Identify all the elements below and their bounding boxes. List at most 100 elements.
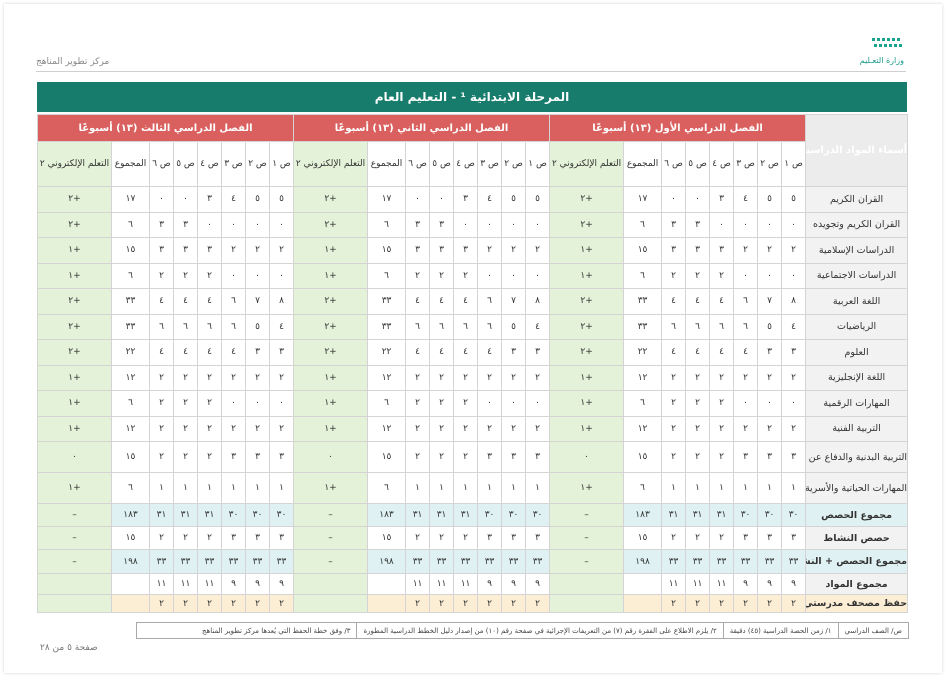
cell-s3-5: ١ <box>173 472 198 504</box>
cell-s2-7: ٦ <box>367 211 407 238</box>
cell-s2-2: ٢ <box>501 594 527 613</box>
cell-s1-5: ٢ <box>685 390 711 417</box>
table-row: التربية الفنية ٢ ٢ ٢ ٢ ٢ ٢ ١٢ +١ ٢ ٢ ٢ ٢ ٢ ٢ ١٢ +١ ٢ ٢ ٢ ٢ ٢ ٢… <box>37 415 909 442</box>
cell-s2-3: ٤ <box>477 186 503 213</box>
cell-s1-4: ٣ <box>709 186 735 213</box>
subjects-count-row: مجموع المواد ٩ ٩ ٩ ١١ ١١ ١١ ٩ ٩ ٩ ١١ ١١ ١١ ٩ ٩ ٩ ١١ ١١ ١١ <box>37 573 909 595</box>
cell-s3-1: ٠ <box>269 262 294 289</box>
cell-s1-4: ٢ <box>709 441 735 473</box>
cell-s1-7: ١٥ <box>623 237 663 264</box>
cell-s1-4: ٢ <box>709 364 735 391</box>
subject-name: المهارات الرقمية <box>805 390 909 417</box>
cell-s2-2: ١ <box>501 472 527 504</box>
cell-s2-3: ٢ <box>477 594 503 613</box>
cell-s3-2: ٣ <box>245 339 270 366</box>
cell-s3-8: +٢ <box>37 313 112 340</box>
cell-s1-1: ٣ <box>781 526 807 550</box>
cell-s2-2: ٩ <box>501 573 527 595</box>
cell-s3-7: ١٧ <box>111 186 150 213</box>
cell-s3-1: ٢ <box>269 594 294 613</box>
cell-s2-5: ٣ <box>429 211 455 238</box>
cell-s1-2: ٣ <box>757 339 783 366</box>
cell-s2-1: ٢ <box>525 594 551 613</box>
cell-s3-8: – <box>37 503 112 527</box>
col-header-s2-7: المجموع <box>367 141 407 187</box>
cell-s1-6: ٢ <box>661 364 687 391</box>
cell-s1-8: +١ <box>549 262 625 289</box>
cell-s2-4: ٤ <box>453 339 479 366</box>
cell-s3-5: ٣١ <box>173 503 198 527</box>
cell-s3-2: ١ <box>245 472 270 504</box>
cell-s1-4: ١١ <box>709 573 735 595</box>
cell-s2-3: ٦ <box>477 288 503 315</box>
cell-s2-7 <box>367 573 407 595</box>
cell-s2-3: ٣ <box>477 441 503 473</box>
cell-s2-6: ٢ <box>405 415 431 442</box>
cell-s3-6: ٢ <box>149 594 174 613</box>
cell-s2-6: ٤ <box>405 288 431 315</box>
subject-name: اللغة العربية <box>805 288 909 315</box>
cell-s2-8: – <box>292 526 369 550</box>
cell-s1-4: ٠ <box>709 211 735 238</box>
cell-s1-4: ٣٣ <box>709 549 735 574</box>
cell-s3-6: ٣ <box>149 237 174 264</box>
ministry-name: وزارة التعـليم <box>859 56 904 65</box>
cell-s3-4: ١١ <box>197 573 222 595</box>
cell-s2-7: ٣٣ <box>367 288 407 315</box>
cell-s3-8: +١ <box>37 390 112 417</box>
cell-s3-6: ٦ <box>149 313 174 340</box>
cell-s1-7: ٦ <box>623 390 663 417</box>
cell-s2-5: ٢ <box>429 262 455 289</box>
cell-s1-2: ٣ <box>757 526 783 550</box>
col-header-s1-2: ص ٢ <box>757 141 783 187</box>
cell-s3-1: ٩ <box>269 573 294 595</box>
cell-s1-3: ١ <box>733 472 759 504</box>
cell-s3-8: +٢ <box>37 186 112 213</box>
cell-s2-8: +١ <box>292 262 369 289</box>
cell-s2-5: ٢ <box>429 526 455 550</box>
cell-s3-2: ٣ <box>245 441 270 473</box>
cell-s3-2: ٣ <box>245 526 270 550</box>
cell-s2-4: ٢ <box>453 262 479 289</box>
cell-s1-7: ٦ <box>623 262 663 289</box>
cell-s2-1: ١ <box>525 472 551 504</box>
cell-s1-1: ٢ <box>781 594 807 613</box>
page-title: المرحلة الابتدائية ¹ - التعليم العام <box>37 82 907 112</box>
center-name: مركز تطوير المناهج <box>36 57 110 67</box>
cell-s2-4: ٢ <box>453 594 479 613</box>
cell-s3-4: ٤ <box>197 339 222 366</box>
cell-s2-2: ٣ <box>501 526 527 550</box>
cell-s1-2: ٠ <box>757 262 783 289</box>
cell-s1-5: ٢ <box>685 415 711 442</box>
cell-s1-7: ١٢ <box>623 364 663 391</box>
cell-s1-8: – <box>549 549 625 574</box>
cell-s3-5: ٢ <box>173 262 198 289</box>
cell-s2-2: ٢ <box>501 415 527 442</box>
cell-s2-4: ٣١ <box>453 503 479 527</box>
cell-s1-1: ٣٣ <box>781 549 807 574</box>
cell-s3-4: ٠ <box>197 211 222 238</box>
cell-s3-5: ٣٣ <box>173 549 198 574</box>
cell-s2-7: ١٧ <box>367 186 407 213</box>
cell-s2-7: ٦ <box>367 262 407 289</box>
cell-s2-3: ٢ <box>477 364 503 391</box>
cell-s3-3: ١ <box>221 472 246 504</box>
cell-s1-7 <box>623 573 663 595</box>
cell-s3-2: ٥ <box>245 313 270 340</box>
cell-s2-6: ٢ <box>405 441 431 473</box>
col-header-s1-6: ص ٦ <box>661 141 687 187</box>
col-header-s2-6: ص ٦ <box>405 141 431 187</box>
cell-s3-4: ٢ <box>197 526 222 550</box>
cell-s1-8: – <box>549 503 625 527</box>
footnote-3: ٣/ وفق خطة الحفظ التي يُعدها مركز تطوير … <box>202 626 351 635</box>
cell-s2-5: ١١ <box>429 573 455 595</box>
cell-s2-3: ٠ <box>477 262 503 289</box>
cell-s2-5: ٣ <box>429 237 455 264</box>
cell-s3-7: ٢٢ <box>111 339 150 366</box>
col-header-s1-7: المجموع <box>623 141 663 187</box>
cell-s3-7: ٣٣ <box>111 313 150 340</box>
cell-s3-5: ٦ <box>173 313 198 340</box>
cell-s3-5: ٢ <box>173 526 198 550</box>
cell-s2-7 <box>367 594 407 613</box>
cell-s3-5: ٢ <box>173 415 198 442</box>
